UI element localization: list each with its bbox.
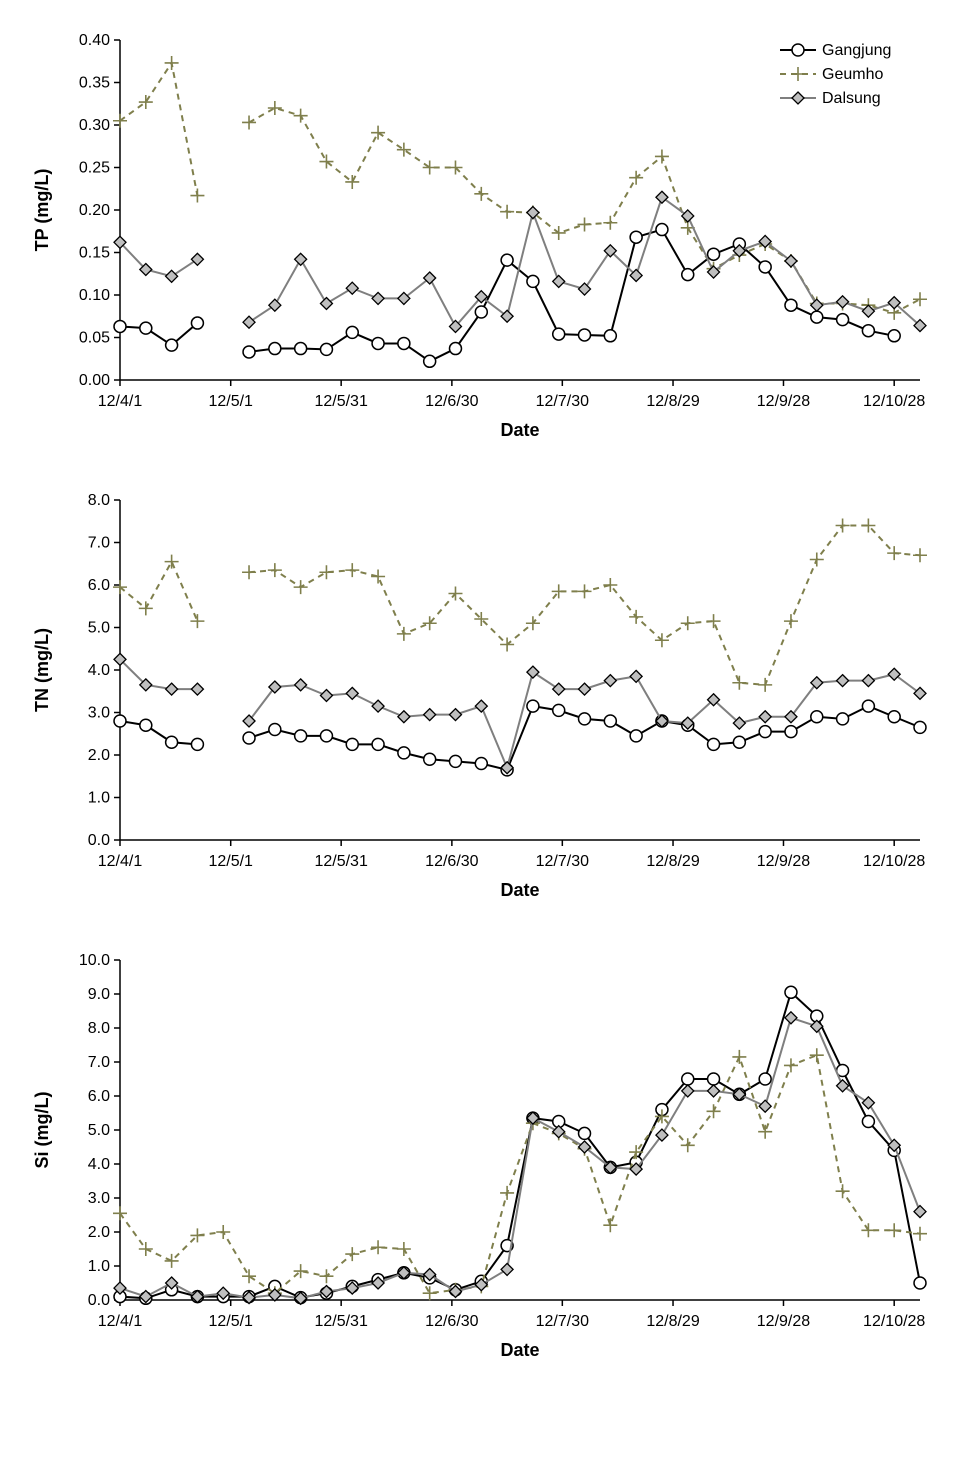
x-tick-label: 12/5/1 [208,853,253,870]
x-tick-label: 12/6/30 [425,853,478,870]
y-tick-label: 6.0 [88,1088,110,1105]
y-tick-label: 0.10 [79,287,110,304]
y-tick-label: 7.0 [88,1054,110,1071]
x-tick-label: 12/5/1 [208,393,253,410]
y-axis-label: TN (mg/L) [32,628,52,712]
series-line-geumho [120,1055,920,1293]
y-tick-label: 0.0 [88,832,110,849]
x-tick-label: 12/10/28 [863,393,925,410]
chart-tp: 0.00 0.05 0.10 0.15 0.20 0.25 0.30 0.35 0.40 12/4… [20,20,938,450]
legend-label-dalsung: Dalsung [822,90,881,107]
series-line-dalsung [120,1018,920,1299]
x-axis-label: Date [500,420,539,440]
y-tick-label: 0.05 [79,330,110,347]
charts-container: 0.00 0.05 0.10 0.15 0.20 0.25 0.30 0.35 0.40 12/4… [20,20,938,1370]
legend: Gangjung Geumho Dalsung [780,42,891,107]
y-tick-label: 4.0 [88,1156,110,1173]
y-axis-label: TP (mg/L) [32,169,52,252]
series-line-geumho [120,526,920,685]
x-tick-label: 12/4/1 [98,853,143,870]
y-tick-label: 9.0 [88,986,110,1003]
x-tick-label: 12/7/30 [536,393,589,410]
y-tick-label: 0.40 [79,32,110,49]
series-line-gangjung [120,230,894,362]
x-tick-label: 12/5/31 [314,1313,367,1330]
x-tick-label: 12/8/29 [646,393,699,410]
x-tick-label: 12/5/31 [314,853,367,870]
y-tick-label: 7.0 [88,535,110,552]
y-tick-label: 0.35 [79,75,110,92]
legend-label-gangjung: Gangjung [822,42,891,59]
series-line-gangjung [120,992,920,1298]
chart-panel-si: 0.0 1.0 2.0 3.0 4.0 5.0 6.0 7.0 8.0 9.0 10.0 12/4/1… [20,940,938,1370]
y-tick-label: 3.0 [88,705,110,722]
y-tick-label: 0.20 [79,202,110,219]
y-tick-label: 5.0 [88,620,110,637]
y-tick-label: 1.0 [88,1258,110,1275]
series-line-gangjung [120,706,920,770]
x-tick-label: 12/8/29 [646,853,699,870]
x-tick-label: 12/9/28 [757,853,810,870]
x-tick-label: 12/4/1 [98,1313,143,1330]
y-tick-label: 2.0 [88,1224,110,1241]
y-tick-label: 0.25 [79,160,110,177]
y-tick-label: 0.15 [79,245,110,262]
x-axis-label: Date [500,880,539,900]
legend-label-geumho: Geumho [822,66,883,83]
series-line-dalsung [120,659,920,767]
y-tick-label: 0.0 [88,1292,110,1309]
y-tick-label: 0.00 [79,372,110,389]
y-tick-label: 3.0 [88,1190,110,1207]
series-line-dalsung [120,197,920,326]
y-tick-label: 10.0 [79,952,110,969]
x-tick-label: 12/10/28 [863,1313,925,1330]
chart-panel-tp: 0.00 0.05 0.10 0.15 0.20 0.25 0.30 0.35 0.40 12/4… [20,20,938,450]
x-tick-label: 12/6/30 [425,1313,478,1330]
y-tick-label: 8.0 [88,492,110,509]
x-tick-label: 12/6/30 [425,393,478,410]
y-tick-label: 5.0 [88,1122,110,1139]
y-tick-label: 1.0 [88,790,110,807]
y-tick-label: 0.30 [79,117,110,134]
y-tick-label: 2.0 [88,747,110,764]
x-tick-label: 12/9/28 [757,1313,810,1330]
y-axis-label: Si (mg/L) [32,1092,52,1169]
x-tick-label: 12/4/1 [98,393,143,410]
y-tick-label: 8.0 [88,1020,110,1037]
x-tick-label: 12/7/30 [536,1313,589,1330]
y-tick-label: 6.0 [88,577,110,594]
x-tick-label: 12/8/29 [646,1313,699,1330]
x-tick-label: 12/5/31 [314,393,367,410]
chart-tn: 0.0 1.0 2.0 3.0 4.0 5.0 6.0 7.0 8.0 12/4/1 12/5/1 1… [20,480,938,910]
y-tick-label: 4.0 [88,662,110,679]
chart-panel-tn: 0.0 1.0 2.0 3.0 4.0 5.0 6.0 7.0 8.0 12/4/1 12/5/1 1… [20,480,938,910]
x-tick-label: 12/10/28 [863,853,925,870]
x-tick-label: 12/5/1 [208,1313,253,1330]
chart-si: 0.0 1.0 2.0 3.0 4.0 5.0 6.0 7.0 8.0 9.0 10.0 12/4/1… [20,940,938,1370]
x-axis-label: Date [500,1340,539,1360]
x-tick-label: 12/9/28 [757,393,810,410]
x-tick-label: 12/7/30 [536,853,589,870]
